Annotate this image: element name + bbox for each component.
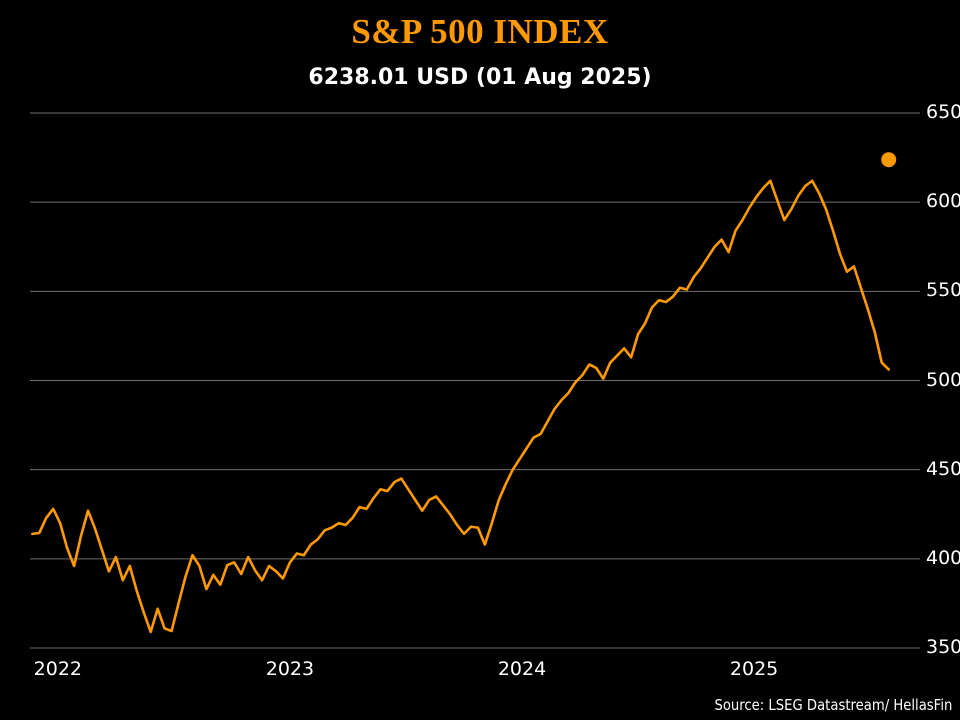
chart-subtitle: 6238.01 USD (01 Aug 2025) [308,65,652,90]
y-axis-tick-label: 4000 [926,546,960,569]
series-line-sp500 [31,179,891,634]
x-axis-tick-label: 2024 [497,658,547,680]
page-title: S&P 500 INDEX [351,12,609,51]
y-axis-tick-label: 3500 [926,636,960,658]
source-note: Source: LSEG Datastream/ HellasFin [714,696,952,714]
y-axis-tick-label: 6000 [926,190,960,213]
y-axis-tick-label: 6500 [926,101,960,123]
y-axis-tick-label: 5000 [926,368,960,391]
last-value-marker [881,152,897,168]
x-axis-tick-label: 2022 [33,658,83,680]
gridlines [30,112,920,649]
x-axis-tick-label: 2025 [729,658,779,680]
series-group [31,152,897,634]
y-axis-tick-label: 5500 [926,279,960,302]
x-axis-tick-label: 2023 [265,658,315,680]
y-axis-tick-label: 4500 [926,457,960,480]
